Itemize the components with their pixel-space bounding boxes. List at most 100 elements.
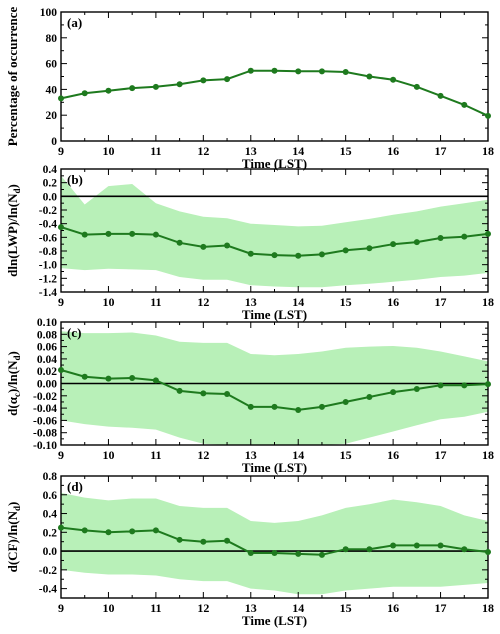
data-point bbox=[390, 76, 397, 83]
y-axis-label-part: d(CF)/ln(N bbox=[5, 510, 20, 572]
x-tick-label: 15 bbox=[340, 448, 352, 462]
y-tick-label: 0.00 bbox=[37, 379, 57, 391]
y-axis-label: d(CF)/ln(Nd) bbox=[5, 502, 22, 573]
y-tick-label: -0.10 bbox=[33, 440, 57, 452]
panel-label: (c) bbox=[67, 325, 81, 340]
x-tick-label: 17 bbox=[435, 295, 447, 309]
y-axis-label-part: d(α bbox=[5, 396, 20, 416]
data-point bbox=[58, 524, 64, 531]
data-point bbox=[58, 95, 64, 102]
x-tick-label: 17 bbox=[435, 448, 447, 462]
x-tick-label: 10 bbox=[102, 295, 114, 309]
data-point bbox=[81, 231, 88, 238]
x-tick-label: 18 bbox=[482, 295, 494, 309]
data-point bbox=[295, 550, 302, 557]
data-point bbox=[366, 245, 373, 252]
panel-a: 9 10 11 12 13 14 15 16 17 18 0 20 40 60 80 100 (a) Time (… bbox=[5, 6, 494, 171]
y-tick-label: 0.4 bbox=[43, 164, 58, 176]
data-point bbox=[413, 239, 420, 246]
y-axis-label-part: ) bbox=[5, 184, 20, 188]
data-point bbox=[200, 390, 207, 397]
y-axis-label-part: dln(LWP)/ln(N bbox=[5, 193, 20, 277]
panel-label: (d) bbox=[67, 479, 83, 494]
data-point bbox=[437, 235, 444, 242]
y-tick-label: 0.2 bbox=[43, 527, 58, 539]
data-point bbox=[152, 231, 159, 238]
y-axis-label-subscript: c bbox=[12, 393, 22, 397]
y-axis-label-part: ) bbox=[5, 351, 20, 355]
data-point bbox=[437, 382, 444, 389]
x-axis-label: Time (LST) bbox=[242, 613, 307, 628]
data-point bbox=[247, 549, 254, 556]
data-point bbox=[390, 241, 397, 248]
data-point bbox=[485, 112, 491, 119]
y-tick-label: -0.4 bbox=[39, 584, 57, 596]
data-point bbox=[129, 528, 136, 535]
panel-c: 9 10 11 12 13 14 15 16 17 18 -0.10-0.08-0.06-0.04-… bbox=[5, 317, 494, 475]
x-tick-label: 14 bbox=[292, 295, 304, 309]
x-tick-label: 13 bbox=[245, 448, 257, 462]
y-tick-label: 20 bbox=[46, 110, 58, 122]
data-point bbox=[485, 381, 491, 388]
data-point bbox=[81, 373, 88, 380]
x-tick-label: 11 bbox=[150, 601, 161, 615]
data-point bbox=[295, 252, 302, 259]
data-point bbox=[461, 382, 468, 389]
x-axis-label: Time (LST) bbox=[242, 156, 307, 171]
x-tick-label: 14 bbox=[292, 448, 304, 462]
y-tick-label: -1.4 bbox=[39, 287, 57, 299]
data-point bbox=[413, 386, 420, 393]
y-axis-label: Percentage of occurrence bbox=[5, 6, 20, 146]
y-tick-label: 0.04 bbox=[37, 354, 57, 366]
uncertainty-band bbox=[61, 331, 488, 445]
data-point bbox=[366, 73, 373, 80]
data-point bbox=[461, 546, 468, 553]
x-tick-label: 12 bbox=[197, 601, 209, 615]
data-point bbox=[413, 542, 420, 549]
data-point bbox=[176, 239, 183, 246]
data-point bbox=[152, 527, 159, 534]
data-point bbox=[105, 87, 112, 94]
y-axis-label-part: Percentage of occurrence bbox=[5, 6, 20, 146]
x-tick-label: 18 bbox=[482, 448, 494, 462]
data-point bbox=[318, 68, 325, 75]
data-point bbox=[390, 389, 397, 396]
data-point bbox=[81, 527, 88, 534]
y-tick-label: -0.2 bbox=[39, 205, 57, 217]
data-point bbox=[105, 375, 112, 382]
x-tick-label: 13 bbox=[245, 295, 257, 309]
data-point bbox=[318, 403, 325, 410]
y-tick-label: -0.06 bbox=[33, 415, 57, 427]
data-point bbox=[58, 366, 64, 373]
x-tick-label: 10 bbox=[102, 448, 114, 462]
x-tick-label: 11 bbox=[150, 144, 161, 158]
data-point bbox=[152, 83, 159, 90]
uncertainty-band bbox=[61, 175, 488, 288]
y-axis-label-subscript: d bbox=[12, 506, 22, 511]
y-tick-label: 0.0 bbox=[43, 191, 58, 203]
y-axis-label-part: ) bbox=[5, 502, 20, 506]
x-tick-label: 16 bbox=[387, 295, 399, 309]
x-tick-label: 11 bbox=[150, 448, 161, 462]
data-point bbox=[200, 538, 207, 545]
data-point bbox=[176, 536, 183, 543]
data-point bbox=[271, 403, 278, 410]
x-tick-label: 9 bbox=[58, 144, 64, 158]
data-point bbox=[129, 374, 136, 381]
y-tick-label: 0 bbox=[51, 136, 57, 148]
x-tick-label: 17 bbox=[435, 144, 447, 158]
y-tick-label: 0.4 bbox=[43, 509, 58, 521]
data-point bbox=[81, 90, 88, 97]
x-tick-label: 9 bbox=[58, 448, 64, 462]
data-point bbox=[247, 67, 254, 74]
data-point bbox=[105, 230, 112, 237]
data-point bbox=[342, 546, 349, 553]
data-point bbox=[247, 250, 254, 257]
x-tick-label: 11 bbox=[150, 295, 161, 309]
y-axis-label-subscript: d bbox=[12, 189, 22, 194]
y-tick-label: 0.0 bbox=[43, 546, 58, 558]
y-tick-label: -0.6 bbox=[39, 232, 57, 244]
data-point bbox=[342, 68, 349, 75]
panel-label: (b) bbox=[67, 172, 83, 187]
data-point bbox=[437, 542, 444, 549]
